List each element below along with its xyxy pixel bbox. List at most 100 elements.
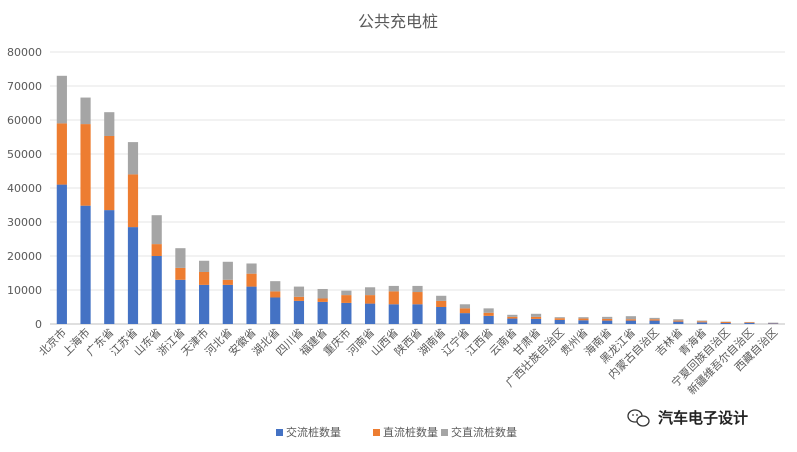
bar-segment bbox=[80, 205, 91, 324]
y-tick-label: 10000 bbox=[7, 284, 42, 297]
bar-segment bbox=[270, 281, 281, 292]
bar-segment bbox=[530, 313, 542, 317]
bar-segment bbox=[530, 318, 542, 324]
bar-segment bbox=[80, 124, 91, 206]
bar-segment bbox=[222, 261, 233, 280]
bar-segment bbox=[293, 300, 305, 324]
bar-segment bbox=[578, 317, 589, 319]
bar-segment bbox=[412, 304, 423, 324]
bar-segment bbox=[507, 316, 518, 319]
bar-segment bbox=[222, 279, 233, 285]
bar-segment bbox=[720, 322, 731, 324]
bar-segment bbox=[56, 75, 67, 124]
bar-segment bbox=[104, 112, 115, 136]
bar-segment bbox=[673, 319, 684, 321]
bar-segment bbox=[199, 284, 210, 324]
bars bbox=[56, 75, 779, 324]
bar-segment bbox=[127, 174, 139, 228]
bar-segment bbox=[649, 320, 660, 324]
bar-segment bbox=[317, 301, 328, 324]
bar-segment bbox=[507, 318, 518, 324]
bar-segment bbox=[720, 321, 731, 323]
bar-segment bbox=[222, 284, 233, 324]
watermark-text: 汽车电子设计 bbox=[658, 409, 748, 427]
y-tick-label: 40000 bbox=[7, 182, 42, 195]
bar-segment bbox=[744, 322, 755, 324]
bar-segment bbox=[696, 320, 708, 322]
y-axis: 0 10000 20000 30000 40000 50000 60000 70000 8000… bbox=[7, 46, 42, 331]
bar-segment bbox=[483, 315, 494, 324]
bar-segment bbox=[151, 244, 162, 256]
x-axis: 北京市上海市广东省江苏省山东省浙江省天津市河北省安徽省湖北省四川省福建省重庆市河… bbox=[36, 325, 781, 397]
bar-segment bbox=[175, 248, 186, 268]
bar-segment bbox=[412, 292, 423, 305]
bar-segment bbox=[625, 320, 636, 324]
bar-segment bbox=[507, 314, 518, 317]
bar-segment bbox=[56, 123, 67, 185]
bar-segment bbox=[602, 318, 613, 321]
bar-segment bbox=[317, 298, 328, 302]
bar-segment bbox=[673, 321, 684, 324]
bar-segment bbox=[246, 286, 257, 324]
bar-segment bbox=[625, 316, 636, 320]
legend: 交流桩数量 直流桩数量 交直流桩数量 bbox=[276, 425, 517, 439]
bar-segment bbox=[554, 318, 565, 320]
legend-label: 交流桩数量 bbox=[286, 425, 341, 439]
bar-segment bbox=[364, 295, 376, 304]
bar-segment bbox=[388, 285, 399, 292]
bar-segment bbox=[104, 210, 115, 324]
bar-segment bbox=[602, 316, 613, 319]
bar-segment bbox=[436, 295, 447, 301]
bar-segment bbox=[436, 307, 447, 324]
bar-segment bbox=[459, 304, 471, 309]
bar-segment bbox=[649, 317, 660, 320]
bar-segment bbox=[554, 317, 565, 319]
bar-segment bbox=[341, 302, 352, 324]
bar-segment bbox=[412, 285, 423, 293]
bar-segment bbox=[175, 267, 186, 280]
bar-segment bbox=[554, 319, 565, 324]
bar-segment bbox=[270, 297, 281, 324]
bar-segment bbox=[104, 135, 115, 211]
y-tick-label: 50000 bbox=[7, 148, 42, 161]
bar-segment bbox=[341, 290, 352, 296]
legend-swatch bbox=[441, 429, 448, 436]
bar-segment bbox=[199, 271, 210, 285]
bar-segment bbox=[483, 312, 494, 316]
y-tick-label: 80000 bbox=[7, 46, 42, 59]
bar-segment bbox=[625, 319, 636, 321]
bar-segment bbox=[151, 256, 162, 324]
bar-segment bbox=[483, 308, 494, 313]
y-tick-label: 60000 bbox=[7, 114, 42, 127]
legend-swatch bbox=[276, 429, 283, 436]
legend-label: 直流桩数量 bbox=[383, 425, 438, 439]
bar-segment bbox=[744, 322, 755, 323]
bar-segment bbox=[341, 295, 352, 303]
y-tick-label: 70000 bbox=[7, 80, 42, 93]
bar-segment bbox=[578, 318, 589, 321]
legend-label: 交直流桩数量 bbox=[451, 425, 517, 439]
watermark: 汽车电子设计 bbox=[627, 409, 748, 427]
bar-segment bbox=[602, 320, 613, 324]
bar-segment bbox=[696, 321, 708, 323]
bar-segment bbox=[270, 291, 281, 298]
bar-segment bbox=[151, 215, 162, 245]
y-tick-label: 30000 bbox=[7, 216, 42, 229]
bar-segment bbox=[388, 304, 399, 324]
bar-segment bbox=[530, 316, 542, 319]
y-tick-label: 0 bbox=[35, 318, 42, 331]
legend-swatch bbox=[373, 429, 380, 436]
bar-segment bbox=[56, 184, 67, 324]
bar-segment bbox=[696, 322, 708, 324]
bar-segment bbox=[388, 291, 399, 305]
bar-segment bbox=[673, 320, 684, 322]
chart-title: 公共充电桩 bbox=[358, 12, 438, 31]
bar-segment bbox=[175, 279, 186, 324]
bar-segment bbox=[293, 296, 305, 301]
bar-segment bbox=[199, 260, 210, 272]
bar-segment bbox=[127, 227, 139, 324]
bar-segment bbox=[459, 308, 471, 314]
bar-segment bbox=[317, 288, 328, 299]
